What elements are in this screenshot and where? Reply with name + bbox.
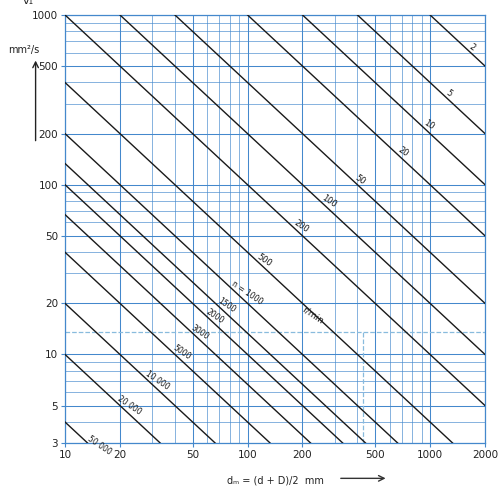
Text: v₁: v₁	[23, 0, 34, 6]
Text: 2000: 2000	[204, 307, 226, 325]
Text: 2: 2	[468, 42, 476, 52]
Text: 5000: 5000	[171, 343, 192, 362]
Text: 20 000: 20 000	[116, 394, 143, 417]
Text: mm²/s: mm²/s	[8, 45, 40, 55]
Text: 10 000: 10 000	[144, 369, 171, 391]
Text: 500: 500	[255, 252, 273, 268]
Text: 1500: 1500	[216, 296, 237, 315]
Text: 50 000: 50 000	[86, 434, 113, 456]
Text: n = 1000: n = 1000	[230, 279, 264, 307]
Text: 5: 5	[444, 89, 454, 99]
Text: r/min: r/min	[300, 305, 326, 326]
Text: 3000: 3000	[190, 323, 210, 341]
Text: 200: 200	[292, 219, 310, 235]
Text: 100: 100	[320, 194, 338, 210]
Text: 20: 20	[396, 145, 409, 159]
Text: dₘ = (d + D)/2  mm: dₘ = (d + D)/2 mm	[226, 475, 324, 486]
Text: 50: 50	[354, 173, 367, 187]
Text: 10: 10	[422, 119, 436, 131]
